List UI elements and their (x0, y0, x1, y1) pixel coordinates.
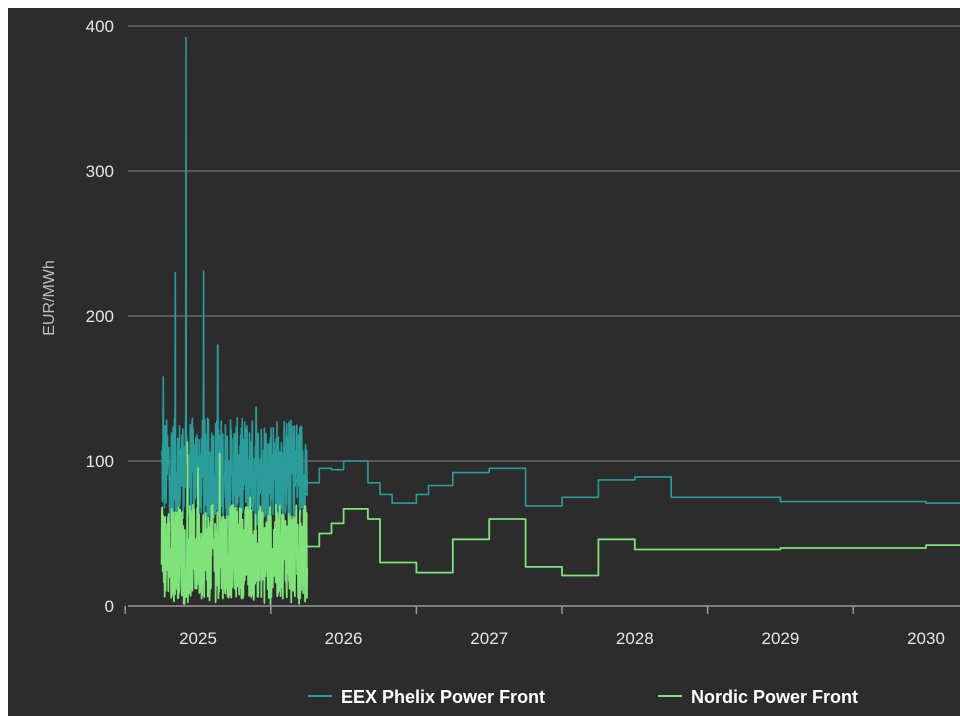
gridlines (128, 25, 960, 462)
x-tick-label: 2026 (325, 629, 363, 648)
y-tick-label: 400 (86, 17, 114, 36)
x-tick-label: 2025 (179, 629, 217, 648)
x-tick-label: 2028 (616, 629, 654, 648)
legend-item-nordic[interactable]: Nordic Power Front (658, 687, 858, 707)
legend-label-nordic: Nordic Power Front (691, 687, 858, 707)
price-chart: 0 100 200 300 400 2025 2026 2027 2028 2029 2030 E… (41, 17, 960, 707)
legend-item-eex[interactable]: EEX Phelix Power Front (308, 687, 545, 707)
x-tick-label: 2027 (470, 629, 508, 648)
legend-label-eex: EEX Phelix Power Front (341, 687, 545, 707)
y-tick-label: 0 (105, 597, 114, 616)
series-line-nordic (160, 441, 960, 606)
y-tick-label: 100 (86, 452, 114, 471)
y-axis-ticks: 0 100 200 300 400 (86, 17, 114, 616)
legend: EEX Phelix Power Front Nordic Power Fron… (308, 687, 858, 707)
chart-panel: 0 100 200 300 400 2025 2026 2027 2028 2029 2030 E… (8, 8, 960, 716)
y-tick-label: 300 (86, 162, 114, 181)
x-tick-label: 2029 (761, 629, 799, 648)
x-axis-ticks: 2025 2026 2027 2028 2029 2030 (124, 606, 945, 648)
y-axis-title: EUR/MWh (41, 260, 58, 336)
x-tick-label: 2030 (907, 629, 945, 648)
series-lines (160, 36, 960, 606)
y-tick-label: 200 (86, 307, 114, 326)
